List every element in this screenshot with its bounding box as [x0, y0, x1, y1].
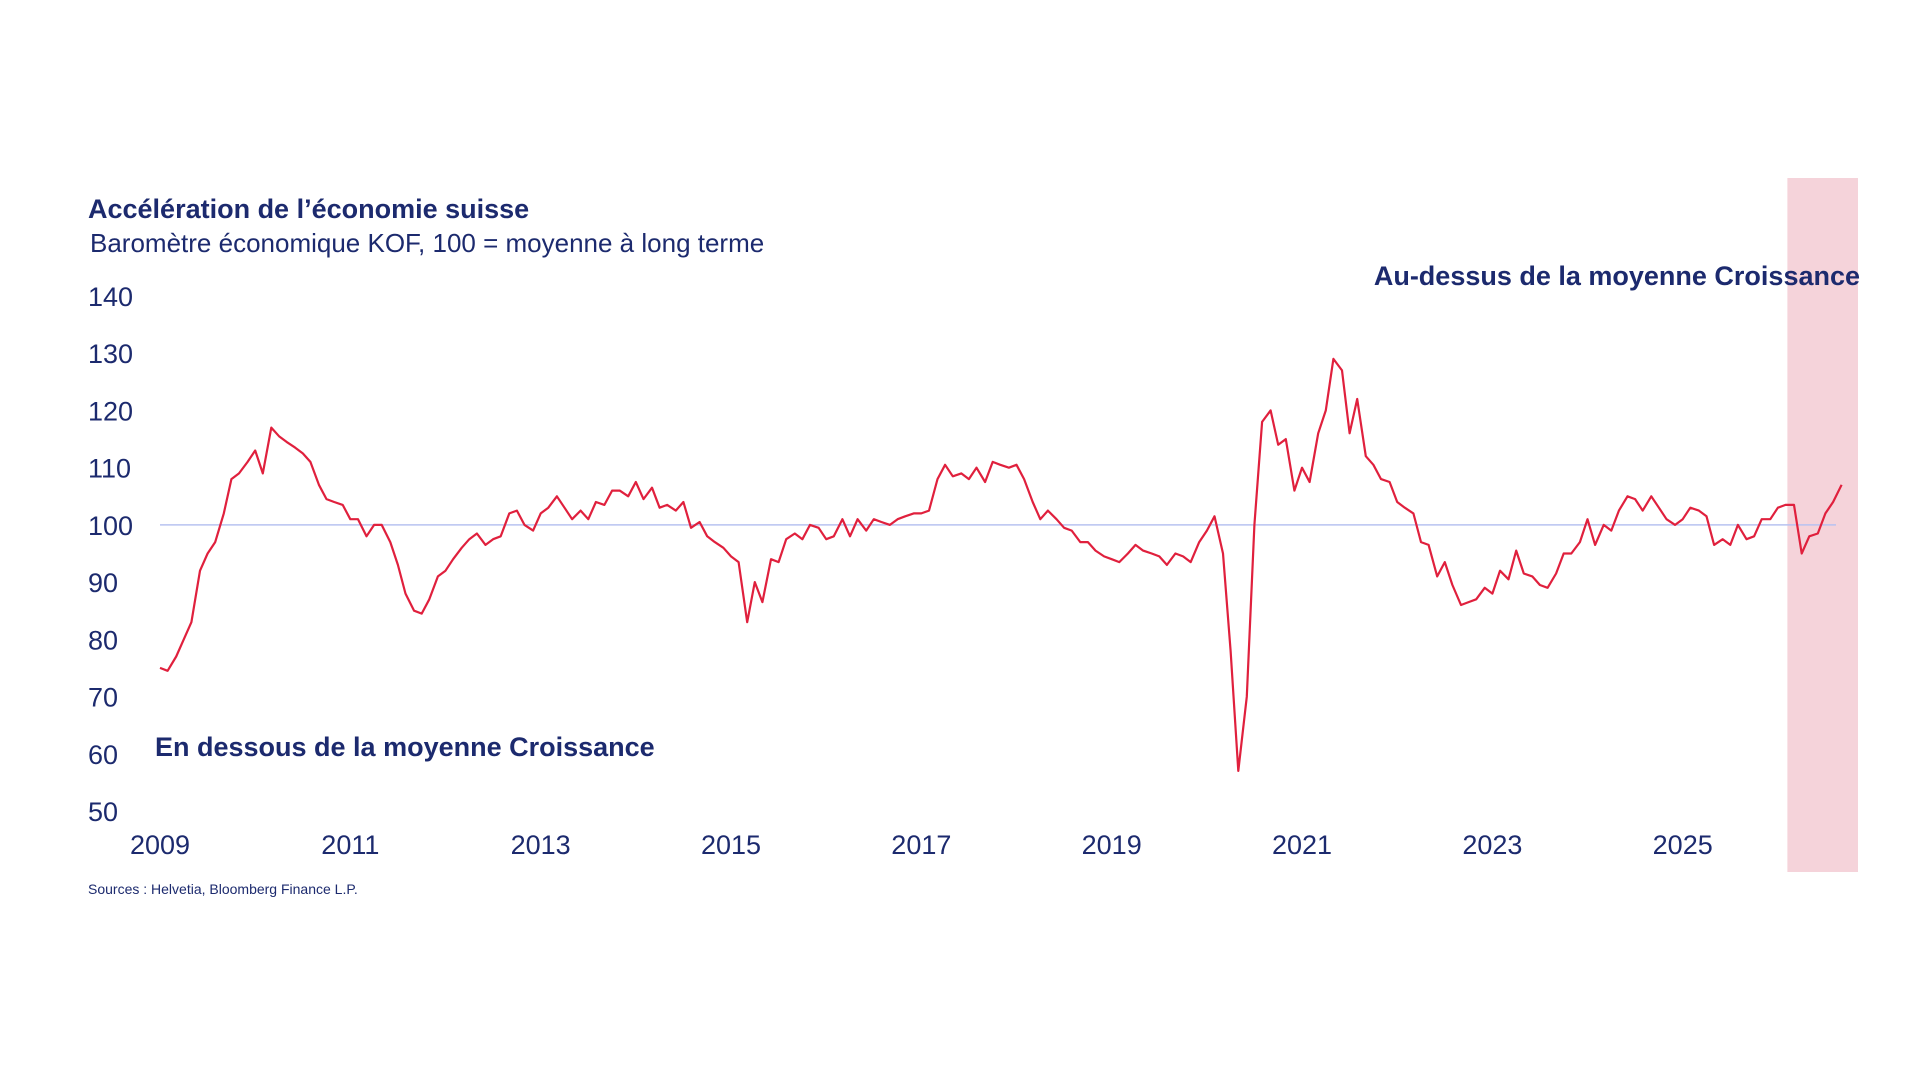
- annotation-below-average: En dessous de la moyenne Croissance: [155, 732, 655, 762]
- x-axis-ticks: 2009 2011 2013 2015 2017 2019 2021 2023 2025: [130, 830, 1713, 860]
- source-note: Sources : Helvetia, Bloomberg Finance L.…: [88, 881, 358, 897]
- y-tick-label: 80: [88, 625, 118, 655]
- y-tick-label: 90: [88, 568, 118, 598]
- y-tick-label: 60: [88, 740, 118, 770]
- y-tick-label: 70: [88, 683, 118, 713]
- y-tick-label: 120: [88, 396, 133, 426]
- x-tick-label: 2015: [701, 830, 761, 860]
- series-line: [159, 357, 1843, 772]
- x-tick-label: 2017: [891, 830, 951, 860]
- x-tick-label: 2021: [1272, 830, 1332, 860]
- y-axis-ticks: 140 130 120 110 100 90 80 70 60 50: [88, 282, 133, 827]
- y-tick-label: 140: [88, 282, 133, 312]
- x-tick-label: 2023: [1462, 830, 1522, 860]
- y-tick-label: 50: [88, 797, 118, 827]
- x-tick-label: 2009: [130, 830, 190, 860]
- x-tick-label: 2025: [1653, 830, 1713, 860]
- chart-title: Accélération de l’économie suisse: [88, 194, 529, 224]
- y-tick-label: 110: [88, 454, 131, 484]
- chart-subtitle: Baromètre économique KOF, 100 = moyenne …: [90, 228, 764, 258]
- y-tick-label: 100: [88, 511, 133, 541]
- annotation-above-average: Au-dessus de la moyenne Croissance: [1374, 261, 1860, 291]
- x-tick-label: 2019: [1082, 830, 1142, 860]
- x-tick-label: 2013: [511, 830, 571, 860]
- y-tick-label: 130: [88, 339, 133, 369]
- x-tick-label: 2011: [321, 830, 379, 860]
